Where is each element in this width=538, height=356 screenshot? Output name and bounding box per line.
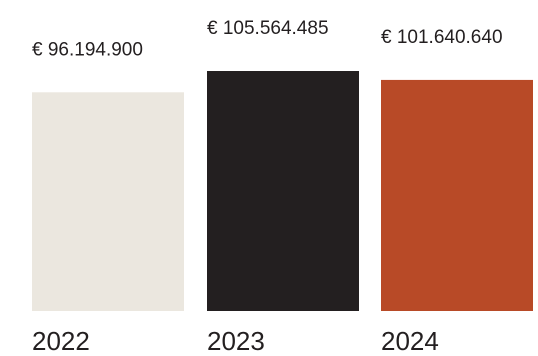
bar-2022 [32,92,184,312]
value-label-2023: € 105.564.485 [207,18,329,39]
category-labels-layer: 2022 2023 2024 [32,326,439,356]
value-label-2022: € 96.194.900 [32,39,143,60]
bar-2023 [207,71,359,311]
category-label-2024: 2024 [381,326,439,356]
value-label-2024: € 101.640.640 [381,27,503,48]
bar-2024 [381,79,533,311]
category-label-2023: 2023 [207,326,265,356]
value-labels-layer: € 96.194.900 € 105.564.485 € 101.640.640 [32,18,503,60]
category-label-2022: 2022 [32,326,90,356]
bars-layer [32,71,533,312]
